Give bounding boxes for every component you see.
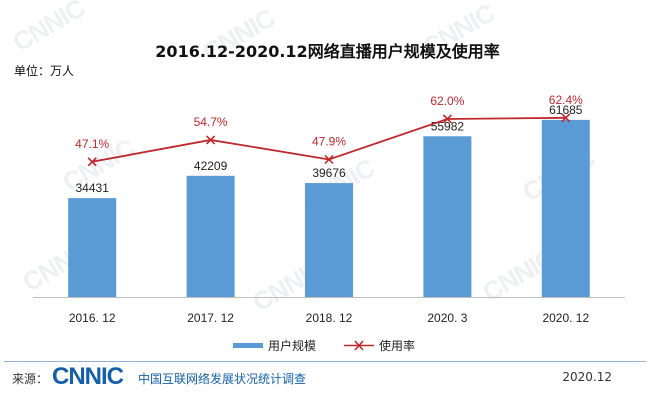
legend-bar-label: 用户规模 [268,338,316,353]
rate-marker [206,135,216,145]
rate-value-label: 47.9% [312,134,346,148]
x-tick-label: 2020. 3 [427,311,467,325]
footer-divider [4,361,646,362]
bar-value-label: 55982 [431,119,465,133]
rate-marker [324,154,334,165]
x-tick-label: 2016. 12 [69,311,116,325]
bar [305,183,353,297]
bar [68,198,117,297]
bar-value-label: 39676 [312,166,346,180]
chart-plot: 34431 2016. 12 42209 2017. 12 39676 2018. 12 5… [33,93,625,353]
rate-marker [561,113,571,123]
bar [541,119,590,297]
legend-bar-swatch [233,343,263,348]
bar [186,175,235,297]
rate-value-label: 54.7% [194,115,228,129]
rate-value-label: 47.1% [75,137,109,151]
unit-label: 单位：万人 [14,64,75,78]
footer-date: 2020.12 [562,370,612,384]
source-label: 来源： [12,372,49,386]
x-tick-label: 2018. 12 [306,311,353,325]
rate-marker [87,157,97,167]
rate-value-label: 62.0% [430,94,464,108]
rate-marker [442,114,452,124]
bar-value-label: 34431 [76,181,110,195]
source-org: 中国互联网络发展状况统计调查 [138,372,307,386]
footer: 来源： CNNIC 中国互联网络发展状况统计调查 2020.12 [12,363,642,390]
bar-value-label: 42209 [194,159,228,173]
x-tick-label: 2020. 12 [542,311,589,325]
bar-value-label: 61685 [549,103,583,117]
bar [423,136,472,297]
chart-title: 2016.12-2020.12网络直播用户规模及使用率 [155,42,500,61]
cnnic-logo: CNNIC [52,363,124,390]
rate-value-label: 62.4% [549,93,583,107]
legend-line-label: 使用率 [379,338,415,353]
x-tick-label: 2017. 12 [187,311,234,325]
legend-line-marker [354,340,364,351]
